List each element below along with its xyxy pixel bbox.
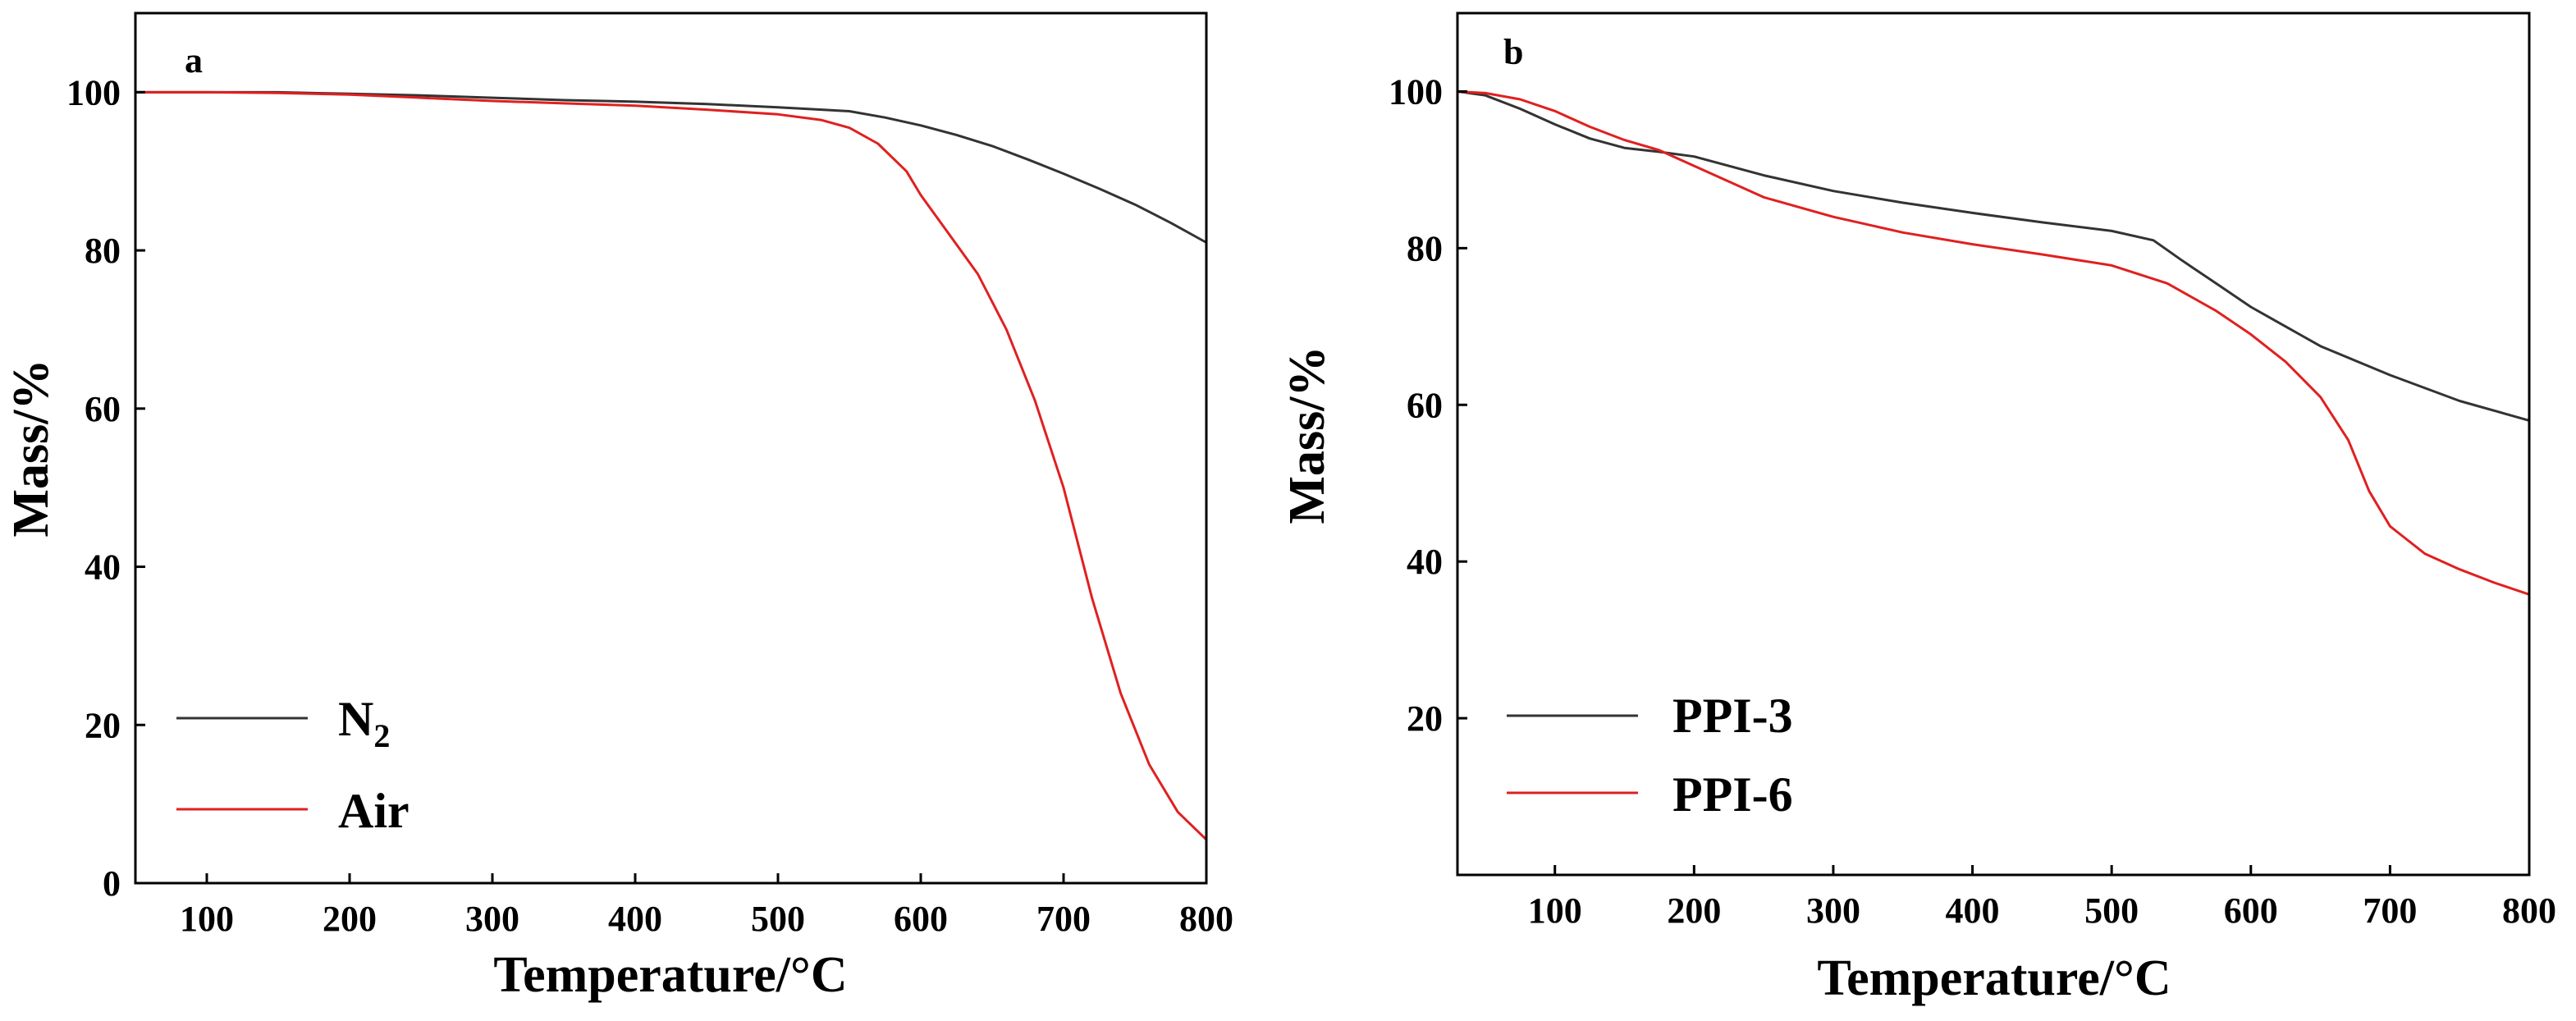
- panel-a-legend-label-air: Air: [338, 784, 410, 838]
- x-tick-label: 800: [2502, 891, 2556, 931]
- x-tick-label: 500: [2084, 891, 2139, 931]
- y-tick-label: 60: [1407, 385, 1443, 425]
- y-tick-label: 80: [1407, 228, 1443, 268]
- panel-b-chart: 100 200 300 400 500 600 700 800 20 40 60 80 100 b T…: [1279, 11, 2556, 1006]
- panel-a-label: a: [185, 40, 203, 80]
- panel-b-x-ticks: 100 200 300 400 500 600 700 800: [1528, 865, 2556, 931]
- x-tick-label: 200: [1667, 891, 1721, 931]
- panel-b-plot-area: [1457, 90, 2530, 596]
- y-tick-label: 100: [66, 72, 121, 112]
- x-tick-label: 100: [1528, 891, 1582, 931]
- y-tick-label: 80: [85, 231, 121, 271]
- panel-b-legend-label-ppi3: PPI-3: [1672, 689, 1793, 743]
- panel-a-legend-label-n2: N2: [338, 692, 390, 754]
- panel-b-legend-label-ppi6: PPI-6: [1672, 767, 1793, 822]
- y-tick-label: 40: [85, 547, 121, 588]
- panel-b-axis-frame: [1456, 11, 2531, 877]
- x-tick-label: 700: [2363, 891, 2417, 931]
- panel-a-y-axis-title: Mass/%: [3, 359, 59, 538]
- panel-a-x-axis-title: Temperature/°C: [493, 947, 847, 1003]
- series-line-n2: [135, 90, 1207, 244]
- x-tick-label: 500: [751, 899, 805, 939]
- panel-a-legend: N2 Air: [176, 692, 410, 838]
- x-tick-label: 200: [323, 899, 377, 939]
- series-line-ppi-3: [1457, 90, 2530, 422]
- panel-b-legend: PPI-3 PPI-6: [1507, 689, 1793, 822]
- series-line-air: [135, 90, 1208, 841]
- x-tick-label: 100: [180, 899, 234, 939]
- panel-b-y-ticks: 20 40 60 80 100: [1389, 71, 1467, 739]
- x-tick-label: 300: [1806, 891, 1860, 931]
- y-tick-label: 40: [1407, 542, 1443, 582]
- y-tick-label: 20: [1407, 698, 1443, 739]
- series-line-ppi-6: [1457, 90, 2530, 596]
- y-tick-label: 100: [1389, 71, 1443, 112]
- x-tick-label: 600: [894, 899, 948, 939]
- panel-a-plot-area: [135, 90, 1208, 841]
- x-tick-label: 600: [2224, 891, 2278, 931]
- y-tick-label: 60: [85, 389, 121, 429]
- x-tick-label: 400: [608, 899, 662, 939]
- panel-b-y-axis-title: Mass/%: [1279, 346, 1335, 524]
- panel-a-axis-frame: [134, 11, 1208, 885]
- x-tick-label: 300: [465, 899, 519, 939]
- y-tick-label: 0: [103, 863, 121, 904]
- panel-a-x-ticks: 100 200 300 400 500 600 700 800: [180, 873, 1233, 939]
- panel-b-x-axis-title: Temperature/°C: [1817, 950, 2171, 1006]
- x-tick-label: 400: [1946, 891, 2000, 931]
- x-tick-label: 700: [1036, 899, 1091, 939]
- y-tick-label: 20: [85, 705, 121, 745]
- panel-a-y-ticks: 0 20 40 60 80 100: [66, 72, 145, 904]
- x-tick-label: 800: [1179, 899, 1233, 939]
- panel-b-label: b: [1503, 32, 1523, 72]
